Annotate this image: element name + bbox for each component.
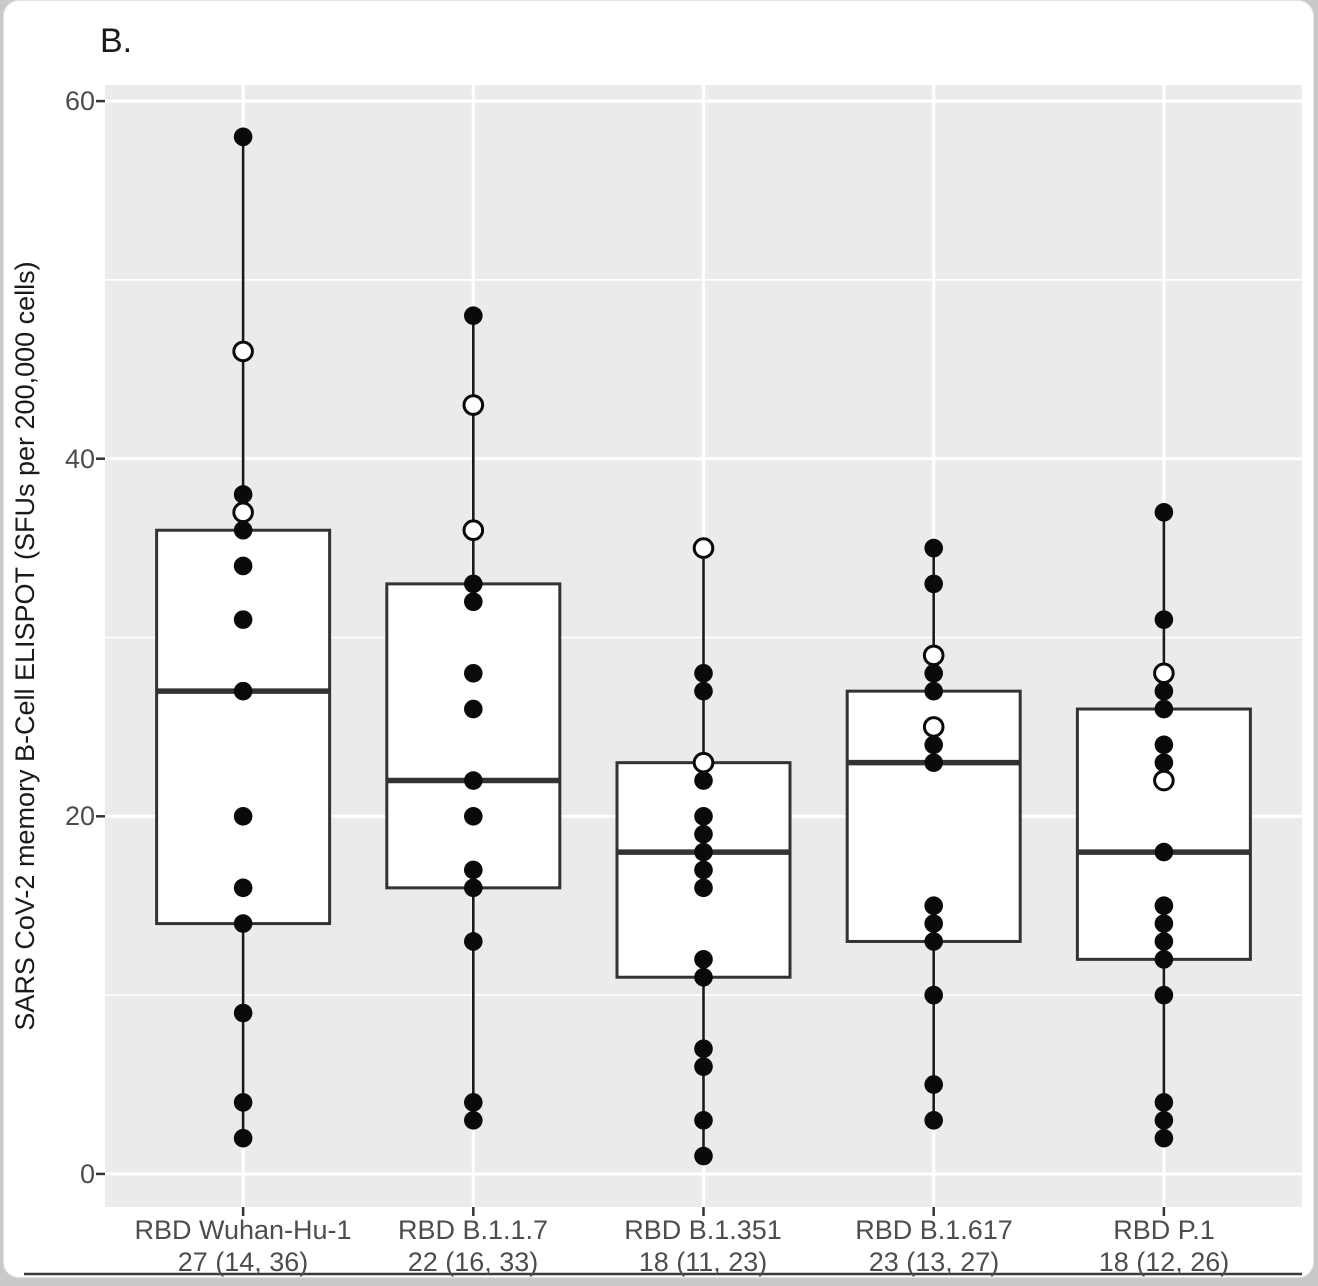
data-point-filled: [464, 663, 483, 683]
x-category-label: RBD B.1.351: [624, 1215, 782, 1245]
data-point-filled: [694, 967, 713, 987]
data-point-filled: [924, 538, 943, 558]
data-point-filled: [924, 1075, 943, 1094]
data-point-filled: [1154, 896, 1174, 916]
data-point-filled: [1154, 681, 1174, 701]
data-point-filled: [464, 699, 483, 719]
box-iqr: [155, 528, 332, 926]
data-point-filled: [1154, 950, 1174, 969]
data-point-filled: [1154, 610, 1174, 629]
data-point-filled: [924, 932, 943, 951]
y-tick-label-20: 20: [65, 801, 95, 831]
data-point-open: [462, 519, 485, 542]
x-category-stat: 18 (11, 23): [639, 1247, 768, 1277]
data-point-filled: [464, 1110, 483, 1130]
data-point-filled: [694, 807, 713, 826]
data-point-filled: [924, 896, 943, 916]
x-category-label: RBD Wuhan-Hu-1: [134, 1215, 351, 1245]
data-point-filled: [924, 985, 943, 1005]
data-point-filled: [1154, 735, 1174, 755]
data-point-filled: [694, 663, 713, 683]
x-category-label: RBD B.1.1.7: [398, 1215, 548, 1245]
data-point-filled: [233, 485, 253, 504]
data-point-open: [1153, 769, 1175, 792]
data-point-filled: [1154, 932, 1174, 951]
data-point-filled: [924, 574, 943, 594]
data-point-filled: [464, 932, 483, 951]
data-point-filled: [1154, 985, 1174, 1005]
data-point-filled: [464, 574, 483, 594]
data-point-filled: [464, 306, 483, 325]
data-point-open: [922, 644, 945, 667]
x-category-stat: 22 (16, 33): [408, 1247, 539, 1277]
data-point-filled: [694, 1110, 713, 1130]
data-point-filled: [694, 771, 713, 790]
y-tick-label-60: 60: [65, 86, 95, 116]
chart-layer: [24, 85, 1302, 1276]
data-point-filled: [1154, 914, 1174, 933]
data-point-open: [1153, 662, 1175, 685]
data-point-filled: [694, 1146, 713, 1166]
data-point-filled: [1154, 753, 1174, 772]
data-point-filled: [233, 520, 253, 540]
y-tick-label-0: 0: [80, 1159, 95, 1189]
y-axis-title: SARS CoV-2 memory B-Cell ELISPOT (SFUs p…: [10, 261, 40, 1030]
x-category-stat: 27 (14, 36): [178, 1247, 309, 1277]
data-point-filled: [1154, 699, 1174, 719]
data-point-filled: [924, 663, 943, 683]
data-point-filled: [233, 127, 253, 147]
data-point-filled: [924, 681, 943, 701]
data-point-filled: [233, 681, 253, 701]
panel-label: B.: [100, 22, 132, 60]
data-point-filled: [694, 1057, 713, 1076]
data-point-filled: [233, 807, 253, 826]
data-point-filled: [1154, 503, 1174, 522]
data-point-filled: [464, 807, 483, 826]
data-point-filled: [464, 1093, 483, 1112]
data-point-filled: [694, 860, 713, 880]
data-point-filled: [1154, 842, 1174, 862]
data-point-filled: [694, 1039, 713, 1059]
data-point-filled: [464, 592, 483, 612]
data-point-filled: [694, 824, 713, 844]
data-point-filled: [1154, 1128, 1174, 1148]
data-point-filled: [1154, 1093, 1174, 1112]
data-point-filled: [1154, 1110, 1174, 1130]
data-point-filled: [924, 735, 943, 755]
x-category-stat: 23 (13, 27): [869, 1247, 1000, 1277]
box-iqr: [385, 582, 562, 890]
data-point-open: [462, 394, 485, 416]
data-point-filled: [233, 556, 253, 576]
data-point-open: [692, 751, 715, 774]
data-point-filled: [464, 771, 483, 790]
data-point-filled: [464, 878, 483, 898]
data-point-open: [692, 537, 715, 559]
data-point-filled: [694, 681, 713, 701]
data-point-filled: [924, 753, 943, 772]
data-point-filled: [694, 878, 713, 898]
data-point-open: [232, 501, 254, 524]
data-point-filled: [924, 1110, 943, 1130]
x-category-label: RBD B.1.617: [855, 1215, 1013, 1245]
data-point-open: [232, 340, 254, 363]
data-point-filled: [233, 1093, 253, 1112]
data-point-filled: [233, 1003, 253, 1023]
data-point-filled: [464, 860, 483, 880]
data-point-filled: [233, 914, 253, 933]
data-point-open: [922, 716, 945, 738]
data-point-filled: [924, 914, 943, 933]
data-point-filled: [694, 950, 713, 969]
y-tick-label-40: 40: [65, 444, 95, 474]
data-point-filled: [233, 610, 253, 629]
x-category-stat: 18 (12, 26): [1099, 1247, 1230, 1277]
data-point-filled: [233, 1128, 253, 1148]
x-category-label: RBD P.1: [1113, 1215, 1215, 1245]
data-point-filled: [694, 842, 713, 862]
data-point-filled: [233, 878, 253, 898]
